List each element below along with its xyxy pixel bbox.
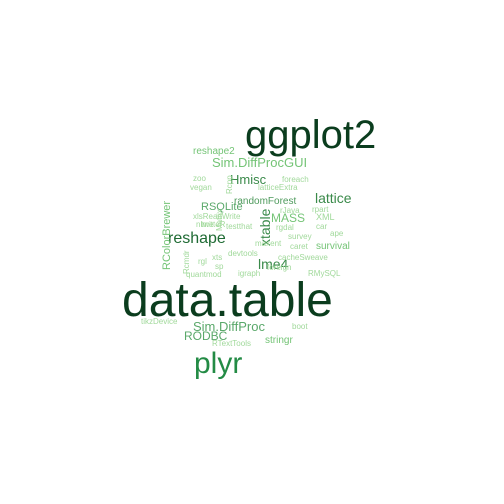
word-matrix: Matrix	[215, 209, 224, 231]
word-testthat: testthat	[226, 222, 253, 231]
word-reshape2: reshape2	[193, 146, 235, 157]
word-cachesweave: cacheSweave	[278, 253, 328, 262]
word-xts: xts	[212, 253, 222, 262]
word-xtable: xtable	[257, 208, 273, 246]
word-stringr: stringr	[265, 335, 293, 346]
word-xlsreadwrite: xlsReadWrite	[193, 212, 241, 221]
word-igraph: igraph	[238, 269, 260, 278]
word-survival: survival	[316, 241, 350, 252]
word-rodbc: RODBC	[184, 329, 228, 343]
word-survey: survey	[288, 232, 312, 241]
word-foreach: foreach	[282, 175, 309, 184]
word-maxent: maxent	[255, 239, 282, 248]
word-reshape: reshape	[168, 230, 226, 247]
word-twitter: twitteR	[201, 220, 226, 229]
word-rgl: rgl	[198, 257, 207, 266]
word-sim-diffprocgui: Sim.DiffProcGUI	[212, 155, 307, 170]
word-plyr: plyr	[194, 347, 242, 380]
word-mass: MASS	[271, 211, 305, 225]
word-randomforest: randomForest	[234, 196, 296, 207]
word-xml: XML	[316, 212, 335, 222]
word-devtools: devtools	[228, 249, 258, 258]
word-rcolorbrewer: RColorBrewer	[161, 201, 173, 270]
word-sp: sp	[215, 262, 224, 271]
word-rcmdr: Rcmdr	[182, 250, 191, 274]
word-car: car	[316, 222, 327, 231]
word-latticeextra: latticeExtra	[258, 183, 298, 192]
word-rsqlite: RSQLite	[201, 201, 243, 213]
word-lattice: lattice	[315, 190, 352, 206]
word-zoo: zoo	[193, 174, 206, 183]
word-sim-diffproc: Sim.DiffProc	[193, 319, 265, 334]
word-ape: ape	[330, 229, 344, 238]
word-rjava: rJava	[280, 206, 300, 215]
word-caret: caret	[290, 242, 309, 251]
word-quantmod: quantmod	[186, 270, 222, 279]
word-ggplot2: ggplot2	[245, 113, 376, 157]
word-tikzdevice: tikzDevice	[141, 317, 178, 326]
word-foreign: foreign	[267, 263, 291, 272]
word-rtexttools: RTextTools	[212, 339, 251, 348]
word-vegan: vegan	[190, 183, 212, 192]
word-rpart: rpart	[312, 205, 329, 214]
word-rgdal: rgdal	[276, 223, 294, 232]
word-boot: boot	[292, 322, 308, 331]
word-nlme: nlme	[196, 220, 214, 229]
word-data-table: data.table	[122, 274, 333, 327]
word-rcpp: Rcpp	[225, 175, 234, 194]
word-hmisc: Hmisc	[230, 172, 267, 187]
word-lme4: lme4	[258, 256, 289, 272]
word-rmysql: RMySQL	[308, 269, 341, 278]
